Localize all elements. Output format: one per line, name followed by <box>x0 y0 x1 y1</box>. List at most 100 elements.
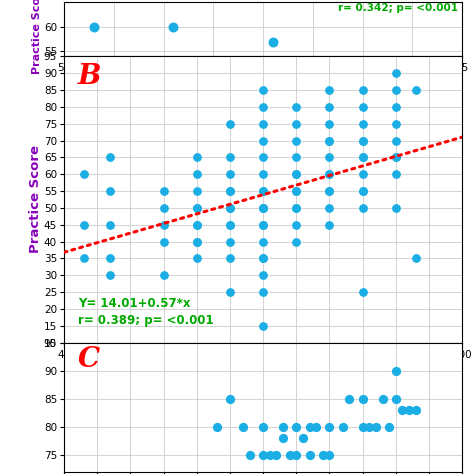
Point <box>259 120 267 128</box>
Point <box>392 154 400 161</box>
Point <box>292 154 300 161</box>
Point <box>246 451 254 458</box>
Point <box>292 238 300 246</box>
Point <box>226 395 234 402</box>
Point <box>292 221 300 228</box>
Point <box>160 204 167 212</box>
Point <box>326 171 333 178</box>
Point <box>326 171 333 178</box>
Point <box>160 238 167 246</box>
Point <box>359 423 366 430</box>
Text: r= 0.342; p= <0.001: r= 0.342; p= <0.001 <box>338 3 458 13</box>
Point <box>193 221 201 228</box>
Point <box>319 451 327 458</box>
Point <box>392 137 400 144</box>
Point <box>326 204 333 212</box>
Point <box>226 187 234 195</box>
Point <box>292 171 300 178</box>
Point <box>279 434 287 442</box>
Text: Y= 14.01+0.57*x
r= 0.389; p= <0.001: Y= 14.01+0.57*x r= 0.389; p= <0.001 <box>78 297 214 327</box>
Point <box>372 423 380 430</box>
Point <box>306 423 313 430</box>
Point <box>365 423 373 430</box>
Point <box>359 137 366 144</box>
Point <box>392 120 400 128</box>
Point <box>259 137 267 144</box>
Point <box>405 406 413 414</box>
Point <box>359 288 366 296</box>
Point <box>259 423 267 430</box>
Point <box>259 204 267 212</box>
Point <box>80 171 88 178</box>
Point <box>226 204 234 212</box>
Point <box>326 103 333 110</box>
Point <box>226 221 234 228</box>
Point <box>392 103 400 110</box>
Point <box>412 86 419 94</box>
Point <box>193 238 201 246</box>
Point <box>259 288 267 296</box>
Y-axis label: Practice Score: Practice Score <box>29 146 42 254</box>
Point <box>259 322 267 329</box>
Point <box>326 423 333 430</box>
Point <box>213 423 220 430</box>
Point <box>392 69 400 77</box>
Point <box>359 154 366 161</box>
Point <box>299 434 307 442</box>
Point <box>359 103 366 110</box>
Point <box>392 367 400 374</box>
Point <box>312 423 320 430</box>
Point <box>259 187 267 195</box>
Point <box>392 204 400 212</box>
Text: B: B <box>78 64 101 91</box>
Point <box>292 187 300 195</box>
Point <box>193 221 201 228</box>
Point <box>259 204 267 212</box>
Point <box>379 395 386 402</box>
Point <box>80 221 88 228</box>
Point <box>107 154 114 161</box>
Point <box>259 221 267 228</box>
Point <box>292 187 300 195</box>
Point <box>359 86 366 94</box>
Point <box>359 137 366 144</box>
Point <box>193 238 201 246</box>
Point <box>107 272 114 279</box>
Point <box>259 272 267 279</box>
Point <box>259 103 267 110</box>
Point <box>359 187 366 195</box>
Point <box>273 451 280 458</box>
Point <box>326 451 333 458</box>
Point <box>259 255 267 262</box>
Point <box>193 154 201 161</box>
Point <box>359 395 366 402</box>
Point <box>226 255 234 262</box>
Point <box>292 103 300 110</box>
Point <box>392 86 400 94</box>
Point <box>385 423 393 430</box>
Point <box>292 423 300 430</box>
Point <box>170 23 177 31</box>
Point <box>90 23 98 31</box>
Point <box>107 221 114 228</box>
X-axis label: Knowledge Score: Knowledge Score <box>198 362 328 375</box>
Point <box>269 38 277 46</box>
Text: C: C <box>78 346 100 374</box>
Point <box>292 171 300 178</box>
Point <box>160 187 167 195</box>
Point <box>306 451 313 458</box>
Point <box>193 187 201 195</box>
Point <box>193 204 201 212</box>
Point <box>259 154 267 161</box>
Point <box>259 451 267 458</box>
Point <box>107 187 114 195</box>
Point <box>80 255 88 262</box>
Point <box>412 255 419 262</box>
Point <box>392 395 400 402</box>
Point <box>359 154 366 161</box>
Point <box>266 451 273 458</box>
Point <box>279 423 287 430</box>
Point <box>359 120 366 128</box>
Point <box>160 272 167 279</box>
Point <box>226 204 234 212</box>
